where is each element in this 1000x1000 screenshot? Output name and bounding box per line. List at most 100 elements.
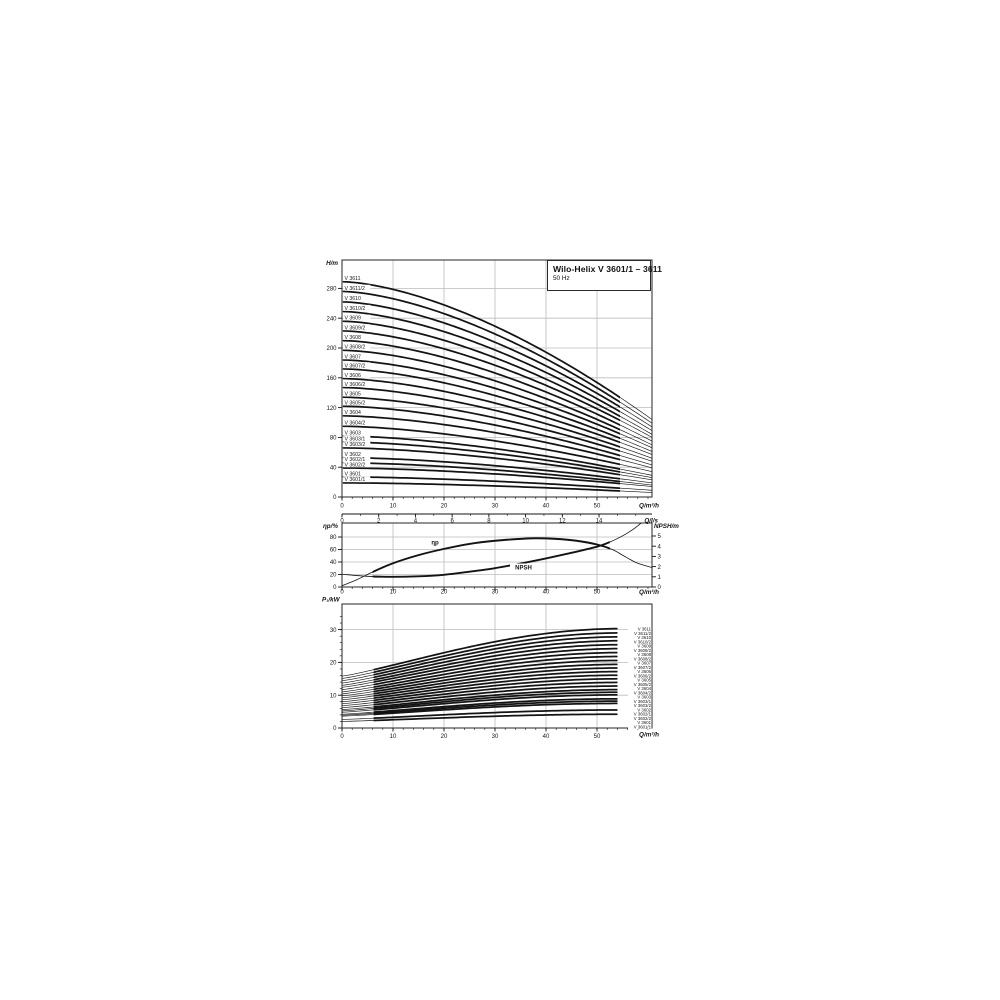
label-bg — [628, 724, 652, 730]
label-bg — [343, 390, 371, 397]
power-curves — [342, 627, 618, 722]
pump-power-curve-thin — [342, 691, 618, 712]
pump-curve-label: V 3603/1 — [345, 436, 366, 442]
pump-head-curve-thin — [343, 301, 652, 428]
pump-head-curve-thin — [343, 462, 652, 486]
label-bg — [343, 429, 371, 436]
label-bg — [343, 476, 371, 483]
x-tick-label: 30 — [492, 734, 499, 740]
pump-curve-label: V 3602/2 — [634, 716, 652, 721]
y-tick-label: 40 — [330, 465, 337, 471]
x-tick-label: 30 — [492, 504, 499, 510]
y-tick-label: 20 — [330, 573, 337, 579]
y-tick-label: 40 — [330, 560, 337, 566]
pump-power-curve-thin — [342, 632, 618, 679]
label-bg — [343, 275, 371, 281]
pump-curve-label: V 3608/2 — [345, 345, 366, 351]
pump-power-curve-thin — [342, 698, 618, 715]
npsh-tick-label: 4 — [658, 544, 662, 550]
x-tick-label: 20 — [441, 504, 448, 510]
pump-power-curve-thin — [342, 660, 618, 695]
pump-curve-label: V 3607/2 — [634, 665, 652, 670]
pump-curve-label: V 3601 — [345, 471, 362, 477]
pump-curve-label: V 3608/2 — [634, 656, 652, 661]
label-bg — [428, 538, 442, 546]
label-bg — [343, 409, 371, 416]
label-bg — [628, 703, 652, 708]
label-bg — [628, 681, 652, 687]
label-bg — [628, 715, 652, 721]
pump-head-curve-thin — [343, 387, 652, 459]
x-tick-label: 10 — [390, 590, 397, 596]
pump-curve-label: V 3605 — [637, 678, 651, 683]
npsh-right-ticks — [652, 535, 656, 588]
pump-power-curve-thin — [342, 628, 618, 677]
power-x-ticks — [341, 728, 649, 732]
label-bg — [343, 461, 371, 468]
pump-curve-label: V 3603/2 — [634, 703, 652, 708]
power-axis-unit: P₁/kW — [322, 597, 341, 604]
label-bg — [343, 343, 371, 350]
label-bg — [628, 635, 652, 640]
ls-tick-label: 8 — [487, 519, 491, 525]
npsh-tick-label: 1 — [658, 575, 662, 581]
label-bg — [628, 626, 652, 632]
label-bg — [628, 643, 652, 649]
label-bg — [628, 673, 652, 679]
pump-head-curve-thin — [343, 311, 652, 432]
label-bg — [628, 656, 652, 662]
x-tick-label: 0 — [340, 734, 344, 740]
label-bg — [628, 660, 652, 666]
x-tick-label: 50 — [594, 504, 601, 510]
flow-ls-axis — [341, 513, 652, 518]
pump-power-curve-thin — [342, 656, 618, 693]
label-bg — [343, 470, 371, 477]
label-bg — [343, 353, 371, 360]
pump-power-curve-thin — [342, 685, 618, 708]
y-tick-label: 80 — [330, 436, 337, 442]
label-bg — [628, 686, 652, 691]
pump-curve-label: V 3602 — [345, 452, 362, 458]
ls-tick-label: 12 — [559, 519, 566, 525]
pump-power-curve-thin — [342, 667, 618, 699]
x-tick-label: 10 — [390, 734, 397, 740]
power-chart-frame — [341, 603, 653, 729]
x-tick-label: 20 — [441, 590, 448, 596]
head-chart-frame — [341, 259, 653, 498]
label-bg — [628, 652, 652, 657]
pump-curve-label: V 3610 — [345, 296, 362, 302]
pump-power-curve-thin — [342, 644, 618, 686]
title-box: Wilo-Helix V 3601/1 – 3611 50 Hz — [547, 260, 662, 291]
pump-head-curve-thin — [343, 482, 652, 493]
pump-curve-label: V 3603/2 — [345, 442, 366, 448]
pump-power-curve-thin — [342, 671, 618, 701]
label-bg — [628, 677, 652, 683]
pump-curve-label: V 3606 — [637, 669, 651, 674]
y-tick-label: 0 — [333, 585, 337, 591]
label-bg — [628, 630, 652, 636]
label-bg — [343, 284, 371, 291]
y-tick-label: 240 — [326, 316, 337, 322]
pump-power-curve-thin — [342, 636, 618, 682]
pump-curve-label: V 3610/2 — [345, 306, 366, 312]
npsh-tick-label: 3 — [658, 555, 662, 561]
flow-ls-unit: Q/l/s — [644, 518, 658, 525]
pump-curve-label: V 3611 — [638, 627, 652, 632]
eff-npsh-curves — [342, 523, 652, 587]
pump-curve-label: V 3605 — [345, 392, 362, 398]
npsh-tick-label: 0 — [658, 585, 662, 591]
power-y-ticks — [338, 629, 342, 729]
head-x-ticks — [341, 497, 649, 501]
label-bg — [343, 456, 371, 463]
x-tick-label: 40 — [543, 734, 550, 740]
label-bg — [343, 333, 371, 340]
pump-head-curve-thin — [343, 467, 652, 487]
ls-tick-label: 14 — [596, 519, 603, 525]
pump-power-curve-thin — [342, 674, 618, 703]
pump-head-curve-thin — [343, 415, 652, 469]
head-curve-labels: V 3611 V 3611/2 V 3610 V 3610/2 V 3609 V 3609… — [343, 275, 371, 483]
pump-curve-label: V 3602/2 — [345, 462, 366, 468]
y-tick-label: 280 — [326, 287, 337, 293]
